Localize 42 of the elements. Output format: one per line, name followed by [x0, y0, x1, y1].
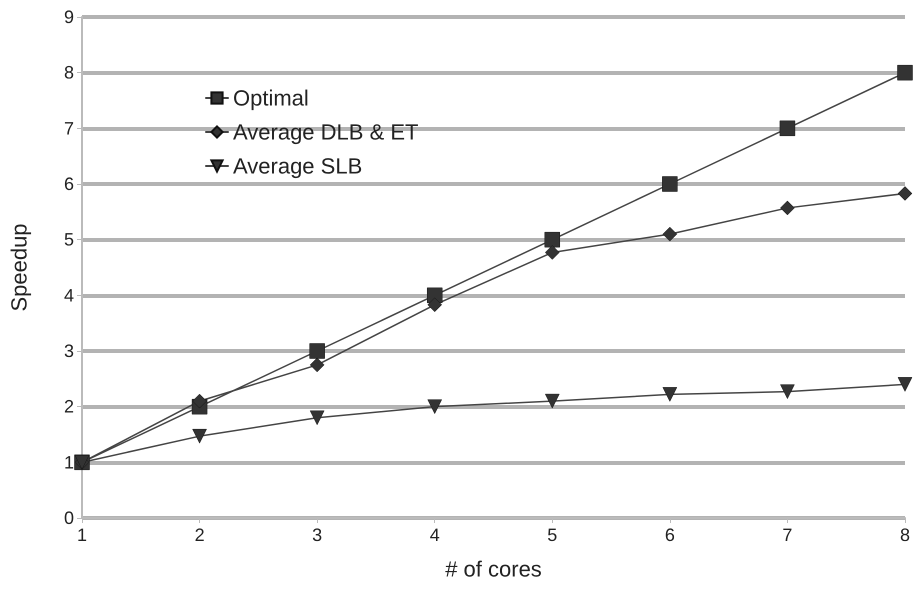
- point: [780, 120, 796, 136]
- point: [897, 64, 913, 80]
- y-tick-label: 9: [64, 7, 74, 27]
- x-tick-label: 5: [547, 525, 558, 545]
- y-tick-label: 3: [64, 341, 74, 361]
- point: [545, 394, 560, 408]
- point: [310, 358, 324, 372]
- y-tick-label: 2: [64, 396, 74, 417]
- point: [192, 428, 207, 444]
- point: [780, 200, 795, 216]
- x-tick-label: 8: [900, 525, 910, 545]
- y-tick-label: 6: [64, 174, 74, 194]
- point: [662, 176, 678, 192]
- point: [662, 387, 678, 402]
- x-tick-label: 2: [194, 525, 205, 545]
- point: [545, 245, 560, 260]
- point: [427, 399, 442, 414]
- point: [898, 186, 912, 201]
- point: [309, 343, 325, 359]
- point: [898, 377, 912, 392]
- point: [310, 410, 324, 426]
- x-axis-title: # of cores: [445, 556, 542, 582]
- y-tick-label: 7: [64, 118, 74, 138]
- point: [192, 394, 207, 408]
- legend-label: Optimal: [233, 86, 309, 110]
- point: [427, 298, 442, 312]
- point: [544, 232, 560, 248]
- x-tick-label: 7: [782, 525, 792, 545]
- legend-label: Average SLB: [233, 154, 362, 178]
- x-tick-label: 1: [76, 525, 88, 545]
- y-axis-title: Speedup: [6, 223, 32, 312]
- legend-label: Average DLB & ET: [233, 120, 418, 144]
- y-tick-label: 4: [64, 285, 74, 306]
- y-tick-label: 1: [64, 452, 74, 472]
- x-tick-label: 4: [430, 525, 440, 545]
- y-tick-label: 0: [64, 508, 74, 528]
- x-tick-label: 3: [312, 525, 322, 545]
- x-tick-label: 6: [664, 525, 675, 545]
- y-tick-label: 5: [64, 230, 74, 250]
- y-tick-label: 8: [64, 62, 74, 83]
- point: [662, 226, 678, 242]
- point: [780, 384, 795, 399]
